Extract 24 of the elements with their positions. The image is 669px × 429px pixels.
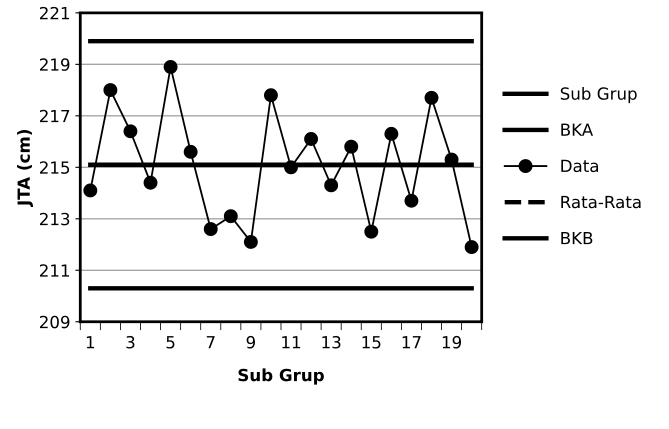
y-tick-label: 217 xyxy=(40,110,70,122)
x-tick-label: 3 xyxy=(126,336,134,349)
y-tick-label: 211 xyxy=(40,264,70,277)
x-tick-label: 13 xyxy=(322,336,340,349)
x-tick-label: 1 xyxy=(86,336,94,348)
x-tick-label: 11 xyxy=(282,336,300,348)
y-tick-label: 213 xyxy=(40,212,70,226)
x-tick-label: 5 xyxy=(166,336,174,349)
y-tick-label: 219 xyxy=(40,58,70,71)
legend-label: Data xyxy=(561,160,598,172)
y-tick-label: 215 xyxy=(40,161,70,174)
x-tick-label: 19 xyxy=(442,336,462,349)
x-axis-title: Sub Grup xyxy=(238,368,324,385)
y-tick-label: 221 xyxy=(40,6,70,20)
legend-label: BKA xyxy=(561,124,594,136)
x-tick-label: 9 xyxy=(246,336,256,349)
legend-label: Sub Grup xyxy=(560,86,637,104)
legend-label: Rata-Rata xyxy=(561,196,641,208)
x-tick-label: 15 xyxy=(362,336,380,349)
legend-label: BKB xyxy=(561,232,592,244)
x-tick-label: 17 xyxy=(402,336,421,348)
y-tick-label: 209 xyxy=(40,316,70,328)
x-tick-label: 7 xyxy=(206,336,215,348)
y-axis-title: JTA (cm) xyxy=(17,130,34,207)
